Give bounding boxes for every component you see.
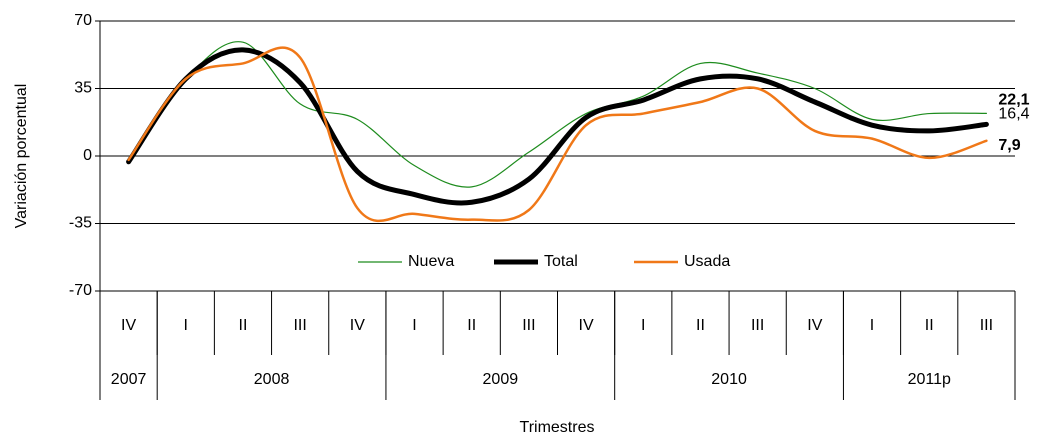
y-tick-label: 0 <box>83 147 92 164</box>
series-line <box>126 47 989 206</box>
x-tick-label: II <box>925 317 934 334</box>
x-tick-label: I <box>184 317 188 334</box>
series-line <box>127 46 988 222</box>
value-label: 22,1 <box>998 92 1029 109</box>
x-tick-label: II <box>696 317 705 334</box>
year-label: 2008 <box>254 371 290 388</box>
x-tick-label: I <box>412 317 416 334</box>
year-label: 2010 <box>711 371 747 388</box>
x-tick-label: II <box>467 317 476 334</box>
x-tick-label: III <box>293 317 306 334</box>
y-tick-label: 70 <box>74 12 92 29</box>
x-tick-label: III <box>751 317 764 334</box>
y-tick-label: -70 <box>69 282 92 299</box>
x-tick-label: I <box>641 317 645 334</box>
x-tick-label: IV <box>121 317 136 334</box>
y-tick-label: -35 <box>69 215 92 232</box>
x-tick-label: II <box>239 317 248 334</box>
year-label: 2011p <box>908 371 951 388</box>
x-tick-label: I <box>870 317 874 334</box>
x-tick-label: III <box>980 317 993 334</box>
value-label: 16,4 <box>998 106 1029 123</box>
legend-label: Nueva <box>408 253 454 270</box>
value-label: 7,9 <box>998 137 1020 154</box>
x-tick-label: IV <box>350 317 365 334</box>
x-tick-label: IV <box>579 317 594 334</box>
x-axis-label: Trimestres <box>520 419 595 436</box>
x-tick-label: IV <box>807 317 822 334</box>
y-axis-label: Variación porcentual <box>13 84 30 229</box>
year-label: 2009 <box>483 371 519 388</box>
y-tick-label: 35 <box>74 80 92 97</box>
legend-label: Usada <box>684 253 730 270</box>
x-tick-label: III <box>522 317 535 334</box>
legend-label: Total <box>544 253 578 270</box>
year-label: 2007 <box>111 371 147 388</box>
